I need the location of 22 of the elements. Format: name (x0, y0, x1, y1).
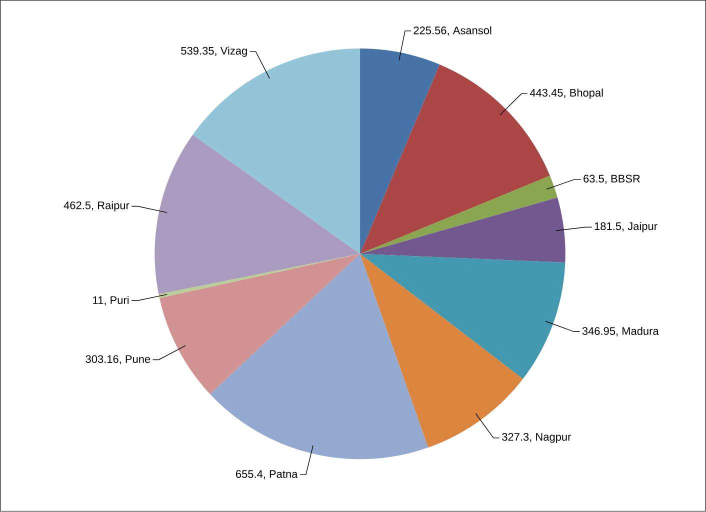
slice-label: Raipur (98, 201, 130, 212)
slice-label: Jaipur (628, 222, 658, 232)
slice-label: Patna (270, 470, 298, 478)
data-label: 303.16, (86, 355, 121, 364)
slice-label: Bhopal (570, 88, 603, 99)
data-label: 655.4, (236, 470, 265, 480)
data-label: 63.5, (584, 174, 606, 184)
slice-label: Pune (126, 356, 150, 364)
data-label: 462.5, (64, 202, 94, 211)
data-label: 11, (93, 296, 106, 306)
slice-label: Puri (110, 296, 129, 304)
data-label: 443.45, (530, 89, 566, 98)
slice-label: Asansol (452, 26, 492, 34)
slice-label: Nagpur (536, 433, 572, 444)
data-label: 539.35, (181, 47, 216, 56)
data-label: 225.56, (414, 26, 449, 36)
data-label: 181.5, (594, 222, 624, 232)
slice-label: Vizag (220, 46, 247, 57)
data-label: 327.3, (502, 433, 532, 442)
slice-label: Madura (622, 327, 659, 336)
slice-label: BBSR (611, 174, 640, 183)
data-label: 346.95, (582, 327, 618, 336)
